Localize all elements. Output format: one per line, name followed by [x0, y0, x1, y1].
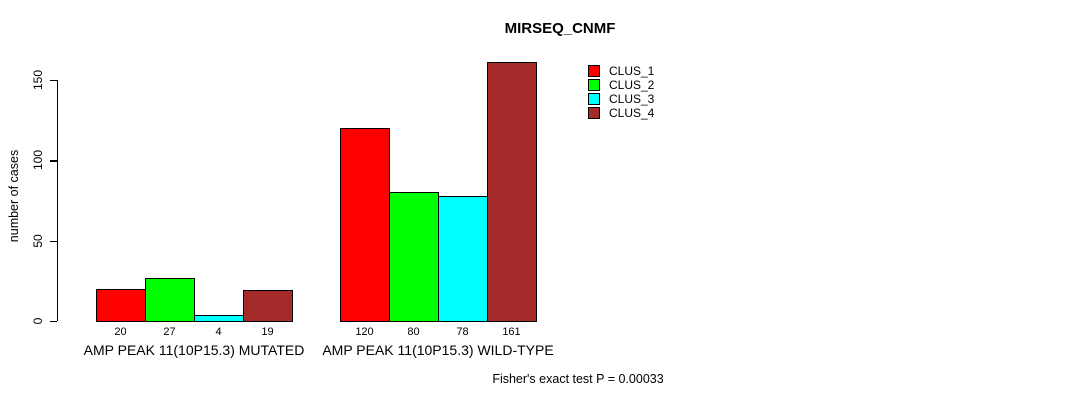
bar-value-label: 161 — [502, 326, 521, 338]
legend-swatch-clus_4 — [588, 107, 600, 119]
legend: CLUS_1 CLUS_2 CLUS_3 CLUS_4 — [588, 64, 654, 120]
bar — [145, 277, 195, 322]
y-axis-tick — [50, 80, 57, 82]
y-axis-line — [57, 80, 59, 321]
legend-swatch-clus_1 — [588, 65, 600, 77]
bar — [243, 290, 293, 322]
bar-value-label: 120 — [355, 326, 374, 338]
bar — [340, 128, 390, 322]
bar — [438, 195, 488, 322]
legend-swatch-clus_2 — [588, 79, 600, 91]
legend-label: CLUS_2 — [609, 78, 655, 92]
y-axis-tick-label: 50 — [31, 233, 45, 248]
chart-title: MIRSEQ_CNMF — [504, 20, 616, 37]
bar-value-label: 27 — [163, 326, 176, 338]
bar — [96, 288, 146, 322]
y-axis-tick — [50, 240, 57, 242]
bar-value-label: 19 — [261, 326, 274, 338]
y-axis-tick-label: 150 — [31, 69, 45, 91]
y-axis-tick-label: 100 — [31, 150, 45, 171]
legend-swatch-clus_3 — [588, 93, 600, 105]
legend-item: CLUS_4 — [588, 106, 654, 120]
y-axis-tick-label: 0 — [31, 317, 45, 325]
bar — [487, 62, 537, 322]
bar-value-label: 80 — [407, 326, 420, 338]
y-axis-label: number of cases — [7, 149, 21, 243]
legend-label: CLUS_3 — [609, 92, 655, 106]
bar — [389, 192, 439, 322]
legend-item: CLUS_3 — [588, 92, 654, 106]
footer-pvalue-annotation: Fisher's exact test P = 0.00033 — [492, 372, 664, 386]
bar-value-label: 4 — [215, 326, 222, 338]
bar-value-label: 20 — [114, 326, 127, 338]
legend-label: CLUS_1 — [609, 64, 655, 78]
legend-item: CLUS_1 — [588, 64, 654, 78]
legend-item: CLUS_2 — [588, 78, 654, 92]
y-axis-tick — [50, 160, 57, 162]
legend-label: CLUS_4 — [609, 106, 655, 120]
bar — [194, 314, 244, 322]
group-label: AMP PEAK 11(10P15.3) MUTATED — [83, 342, 305, 358]
y-axis-tick — [50, 321, 57, 323]
group-label: AMP PEAK 11(10P15.3) WILD-TYPE — [322, 342, 554, 358]
bar-value-label: 78 — [456, 326, 469, 338]
